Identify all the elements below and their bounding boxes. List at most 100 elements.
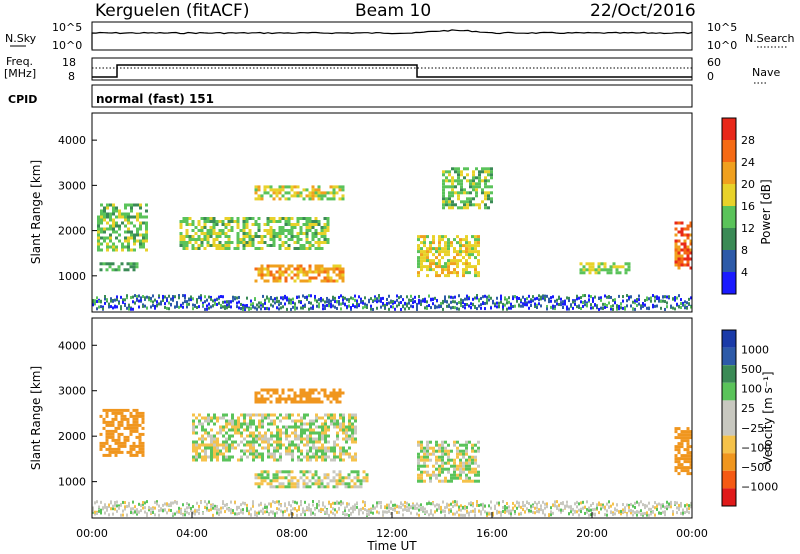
colorbar-swatch	[722, 488, 736, 506]
heatmap-cell	[139, 203, 142, 207]
heatmap-cell	[453, 247, 456, 251]
heatmap-cell	[272, 217, 276, 220]
heatmap-cell	[648, 307, 650, 311]
heatmap-cell	[311, 235, 315, 238]
heatmap-cell	[388, 503, 390, 507]
heatmap-cell	[198, 413, 201, 417]
heatmap-cell	[294, 425, 297, 429]
heatmap-cell	[314, 267, 318, 271]
heatmap-cell	[638, 302, 640, 306]
heatmap-cell	[418, 504, 420, 508]
heatmap-cell	[465, 259, 468, 263]
heatmap-cell	[492, 511, 494, 515]
heatmap-cell	[536, 502, 538, 506]
heatmap-cell	[254, 394, 258, 398]
heatmap-cell	[534, 304, 536, 308]
heatmap-cell	[417, 440, 420, 444]
heatmap-cell	[185, 229, 189, 232]
heatmap-cell	[146, 513, 148, 517]
heatmap-cell	[360, 508, 362, 512]
heatmap-cell	[258, 425, 261, 429]
heatmap-cell	[548, 297, 550, 301]
heatmap-cell	[317, 482, 321, 486]
heatmap-cell	[224, 241, 228, 244]
heatmap-cell	[257, 267, 261, 271]
heatmap-cell	[100, 242, 103, 246]
heatmap-cell	[638, 298, 640, 302]
heatmap-cell	[342, 422, 345, 426]
heatmap-cell	[266, 232, 270, 235]
heatmap-cell	[644, 298, 646, 302]
heatmap-cell	[237, 422, 240, 426]
heatmap-cell	[540, 297, 542, 301]
heatmap-cell	[402, 513, 404, 517]
heatmap-cell	[299, 267, 303, 271]
heatmap-cell	[126, 513, 128, 517]
heatmap-cell	[262, 512, 264, 516]
heatmap-cell	[444, 479, 447, 483]
heatmap-cell	[230, 241, 234, 244]
heatmap-cell	[588, 271, 592, 275]
heatmap-cell	[321, 425, 324, 429]
heatmap-cell	[312, 437, 315, 441]
heatmap-cell	[191, 229, 195, 232]
heatmap-cell	[459, 458, 462, 462]
heatmap-cell	[264, 434, 267, 438]
heatmap-cell	[336, 455, 339, 459]
heatmap-cell	[272, 485, 276, 489]
heatmap-cell	[127, 221, 130, 225]
heatmap-cell	[192, 505, 194, 509]
heatmap-cell	[100, 500, 102, 504]
heatmap-cell	[451, 167, 454, 171]
heatmap-cell	[348, 452, 351, 456]
heatmap-cell	[486, 295, 488, 299]
heatmap-cell	[426, 265, 429, 269]
colorbar-tick-label: −25	[741, 422, 764, 435]
heatmap-cell	[417, 464, 420, 468]
heatmap-cell	[465, 479, 468, 483]
heatmap-cell	[278, 217, 282, 220]
heatmap-cell	[170, 297, 172, 301]
heatmap-cell	[430, 306, 432, 310]
heatmap-cell	[105, 438, 109, 442]
heatmap-cell	[478, 176, 481, 180]
heatmap-cell	[674, 457, 678, 461]
heatmap-cell	[267, 416, 270, 420]
heatmap-cell	[279, 431, 282, 435]
heatmap-cell	[364, 508, 366, 512]
heatmap-cell	[516, 296, 518, 300]
heatmap-cell	[272, 232, 276, 235]
heatmap-cell	[450, 464, 453, 468]
heatmap-cell	[252, 504, 254, 508]
heatmap-cell	[459, 443, 462, 447]
heatmap-cell	[128, 307, 130, 311]
heatmap-cell	[320, 479, 324, 483]
heatmap-cell	[142, 295, 144, 299]
heatmap-cell	[302, 304, 304, 308]
heatmap-cell	[220, 295, 222, 299]
heatmap-cell	[326, 276, 330, 280]
heatmap-cell	[185, 247, 189, 250]
x-tick-label: 04:00	[176, 527, 208, 540]
heatmap-cell	[290, 185, 294, 189]
heatmap-cell	[324, 449, 327, 453]
heatmap-cell	[465, 452, 468, 456]
heatmap-cell	[207, 419, 210, 423]
y-tick-label: 2000	[58, 225, 86, 238]
heatmap-cell	[526, 301, 528, 305]
heatmap-cell	[285, 449, 288, 453]
heatmap-cell	[308, 470, 312, 474]
heatmap-cell	[206, 241, 210, 244]
frequency-line	[92, 64, 692, 78]
heatmap-cell	[172, 298, 174, 302]
heatmap-cell	[258, 301, 260, 305]
heatmap-cell	[311, 226, 315, 229]
heatmap-cell	[358, 508, 360, 512]
heatmap-cell	[522, 304, 524, 308]
heatmap-cell	[457, 197, 460, 201]
heatmap-cell	[308, 247, 312, 250]
heatmap-cell	[426, 470, 429, 474]
heatmap-cell	[254, 197, 258, 201]
heatmap-cell	[297, 425, 300, 429]
heatmap-cell	[281, 264, 285, 268]
